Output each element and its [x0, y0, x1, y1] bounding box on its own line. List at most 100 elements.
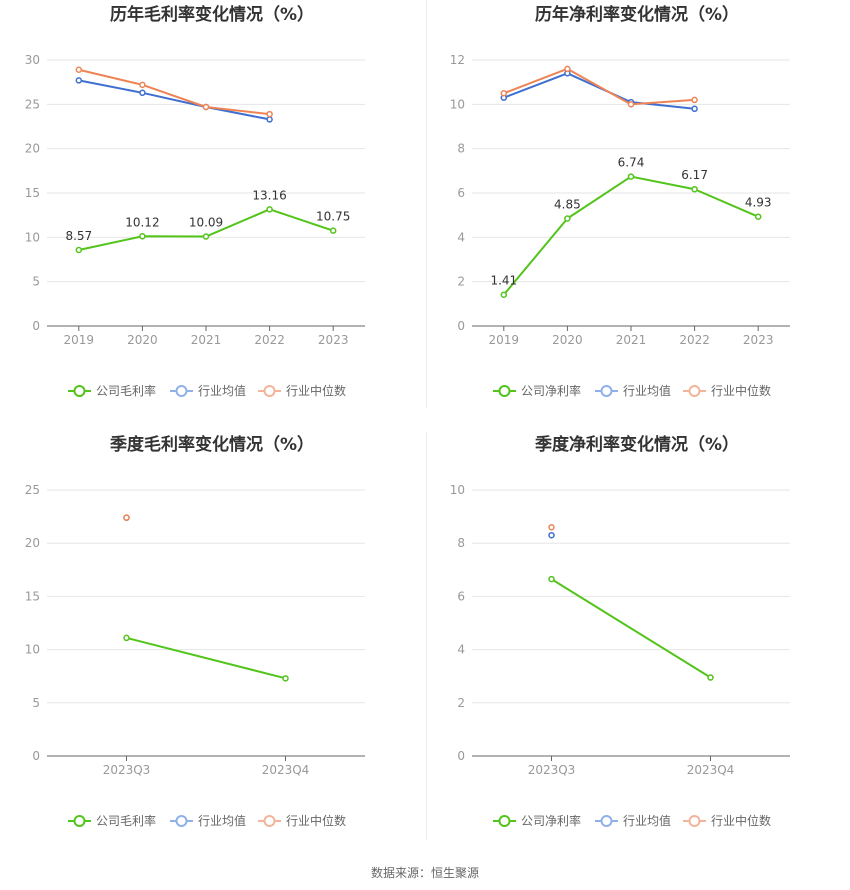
y-tick-label: 20	[25, 142, 40, 156]
legend-item-industry-avg[interactable]: 行业均值	[170, 383, 246, 398]
legend-marker-circle	[73, 815, 86, 827]
legend-item-company[interactable]: 公司毛利率	[68, 813, 156, 828]
company-data-point	[266, 206, 273, 213]
chart-title: 历年净利率变化情况（%）	[535, 4, 739, 25]
x-tick-label: 2023Q4	[687, 763, 735, 777]
legend-marker-circle	[600, 815, 613, 827]
y-tick-label: 10	[25, 230, 40, 244]
x-tick-label: 2021	[191, 333, 222, 347]
legend-label: 公司净利率	[521, 813, 581, 828]
legend-label: 公司毛利率	[96, 813, 156, 828]
vertical-divider-bottom	[426, 432, 427, 840]
company-data-point	[282, 675, 289, 682]
data-label: 8.57	[65, 229, 92, 243]
y-tick-label: 5	[32, 696, 40, 710]
company-series-line	[126, 636, 286, 680]
company-series-line	[503, 175, 759, 296]
legend-marker-circle	[498, 815, 511, 827]
legend-item-industry-avg[interactable]: 行业均值	[595, 383, 671, 398]
legend-marker-circle	[263, 385, 276, 397]
y-tick-label: 8	[457, 142, 465, 156]
legend-label: 行业均值	[198, 383, 246, 398]
legend-label: 行业中位数	[711, 813, 771, 828]
legend-item-industry-median[interactable]: 行业中位数	[683, 813, 771, 828]
legend-item-industry-median[interactable]: 行业中位数	[258, 383, 346, 398]
data-label: 6.74	[618, 156, 645, 170]
x-tick-label: 2023Q4	[262, 763, 310, 777]
industry-avg-data-point	[139, 89, 146, 97]
company-data-point	[139, 233, 146, 240]
data-label: 10.75	[316, 210, 350, 224]
y-tick-label: 2	[457, 275, 465, 289]
legend-label: 行业均值	[623, 813, 671, 828]
legend-label: 行业均值	[623, 383, 671, 398]
x-tick-label: 2020	[127, 333, 158, 347]
legend-marker-circle	[688, 385, 701, 397]
data-label: 1.41	[490, 274, 517, 288]
industry-median-data-point	[500, 90, 508, 97]
company-data-point	[564, 215, 571, 222]
legend-item-industry-median[interactable]: 行业中位数	[258, 813, 346, 828]
y-tick-label: 0	[457, 749, 465, 763]
chart-svg: 季度净利率变化情况（%） 0 2 4 6 8 10 2023Q3 2023Q4 公司净利率 行业均值…	[450, 434, 790, 828]
legend-item-company[interactable]: 公司毛利率	[68, 383, 156, 398]
y-tick-label: 0	[32, 749, 40, 763]
company-data-point	[691, 185, 698, 193]
industry-median-data-point	[627, 101, 635, 108]
x-tick-label: 2023Q3	[528, 763, 576, 777]
company-data-point	[500, 291, 508, 298]
industry-avg-data-point	[548, 531, 555, 539]
legend-item-industry-avg[interactable]: 行业均值	[170, 813, 246, 828]
company-series-line	[550, 578, 712, 679]
industry-avg-data-point	[266, 116, 273, 123]
company-data-point	[627, 173, 635, 180]
industry-median-data-point	[564, 65, 571, 73]
legend-label: 行业中位数	[711, 383, 771, 398]
company-data-point	[329, 227, 337, 234]
y-tick-label: 4	[457, 643, 465, 657]
data-label: 13.16	[252, 188, 286, 202]
legend-item-industry-avg[interactable]: 行业均值	[595, 813, 671, 828]
industry-median-data-point	[691, 96, 698, 104]
y-tick-label: 12	[450, 53, 465, 67]
x-tick-label: 2023Q3	[103, 763, 151, 777]
industry-median-series-line	[503, 67, 695, 106]
data-label: 6.17	[681, 168, 708, 182]
industry-median-series-line	[78, 68, 270, 116]
y-tick-label: 30	[25, 53, 40, 67]
chart-title: 季度净利率变化情况（%）	[535, 434, 739, 455]
industry-median-data-point	[548, 523, 555, 531]
annual-net-margin-chart: 历年净利率变化情况（%） 0 2 4 6 8 10 12 2019 2020 2021 2022 202…	[425, 0, 850, 430]
y-tick-label: 25	[25, 97, 40, 111]
x-tick-label: 2023	[743, 333, 774, 347]
company-data-point	[707, 674, 714, 681]
y-tick-label: 6	[457, 186, 465, 200]
chart-svg: 季度毛利率变化情况（%） 0 5 10 15 20 25 2023Q3 2023Q4 公司毛利率 行…	[25, 434, 365, 828]
legend-item-industry-median[interactable]: 行业中位数	[683, 383, 771, 398]
legend-label: 公司净利率	[521, 383, 581, 398]
quarterly-net-margin-chart: 季度净利率变化情况（%） 0 2 4 6 8 10 2023Q3 2023Q4 公司净利率 行业均值…	[425, 430, 850, 860]
industry-avg-data-point	[75, 77, 83, 84]
legend-item-company[interactable]: 公司净利率	[493, 383, 581, 398]
y-tick-label: 2	[457, 696, 465, 710]
data-label: 10.12	[125, 215, 159, 229]
x-tick-label: 2019	[489, 333, 520, 347]
industry-avg-data-point	[691, 105, 698, 113]
industry-median-data-point	[266, 110, 273, 118]
legend-item-company[interactable]: 公司净利率	[493, 813, 581, 828]
company-data-point	[202, 233, 210, 240]
industry-median-data-point	[75, 66, 83, 74]
company-data-point	[123, 634, 130, 642]
x-tick-label: 2023	[318, 333, 349, 347]
legend-label: 行业中位数	[286, 813, 346, 828]
y-tick-label: 15	[25, 186, 40, 200]
quarterly-gross-margin-chart: 季度毛利率变化情况（%） 0 5 10 15 20 25 2023Q3 2023Q4 公司毛利率 行…	[0, 430, 425, 860]
y-tick-label: 8	[457, 536, 465, 550]
industry-median-data-point	[139, 81, 146, 89]
data-label: 4.93	[745, 196, 772, 210]
data-source-note: 数据来源：恒生聚源	[370, 866, 479, 880]
legend-label: 公司毛利率	[96, 383, 156, 398]
x-tick-label: 2022	[254, 333, 285, 347]
y-tick-label: 20	[25, 536, 40, 550]
legend-marker-circle	[498, 385, 511, 397]
